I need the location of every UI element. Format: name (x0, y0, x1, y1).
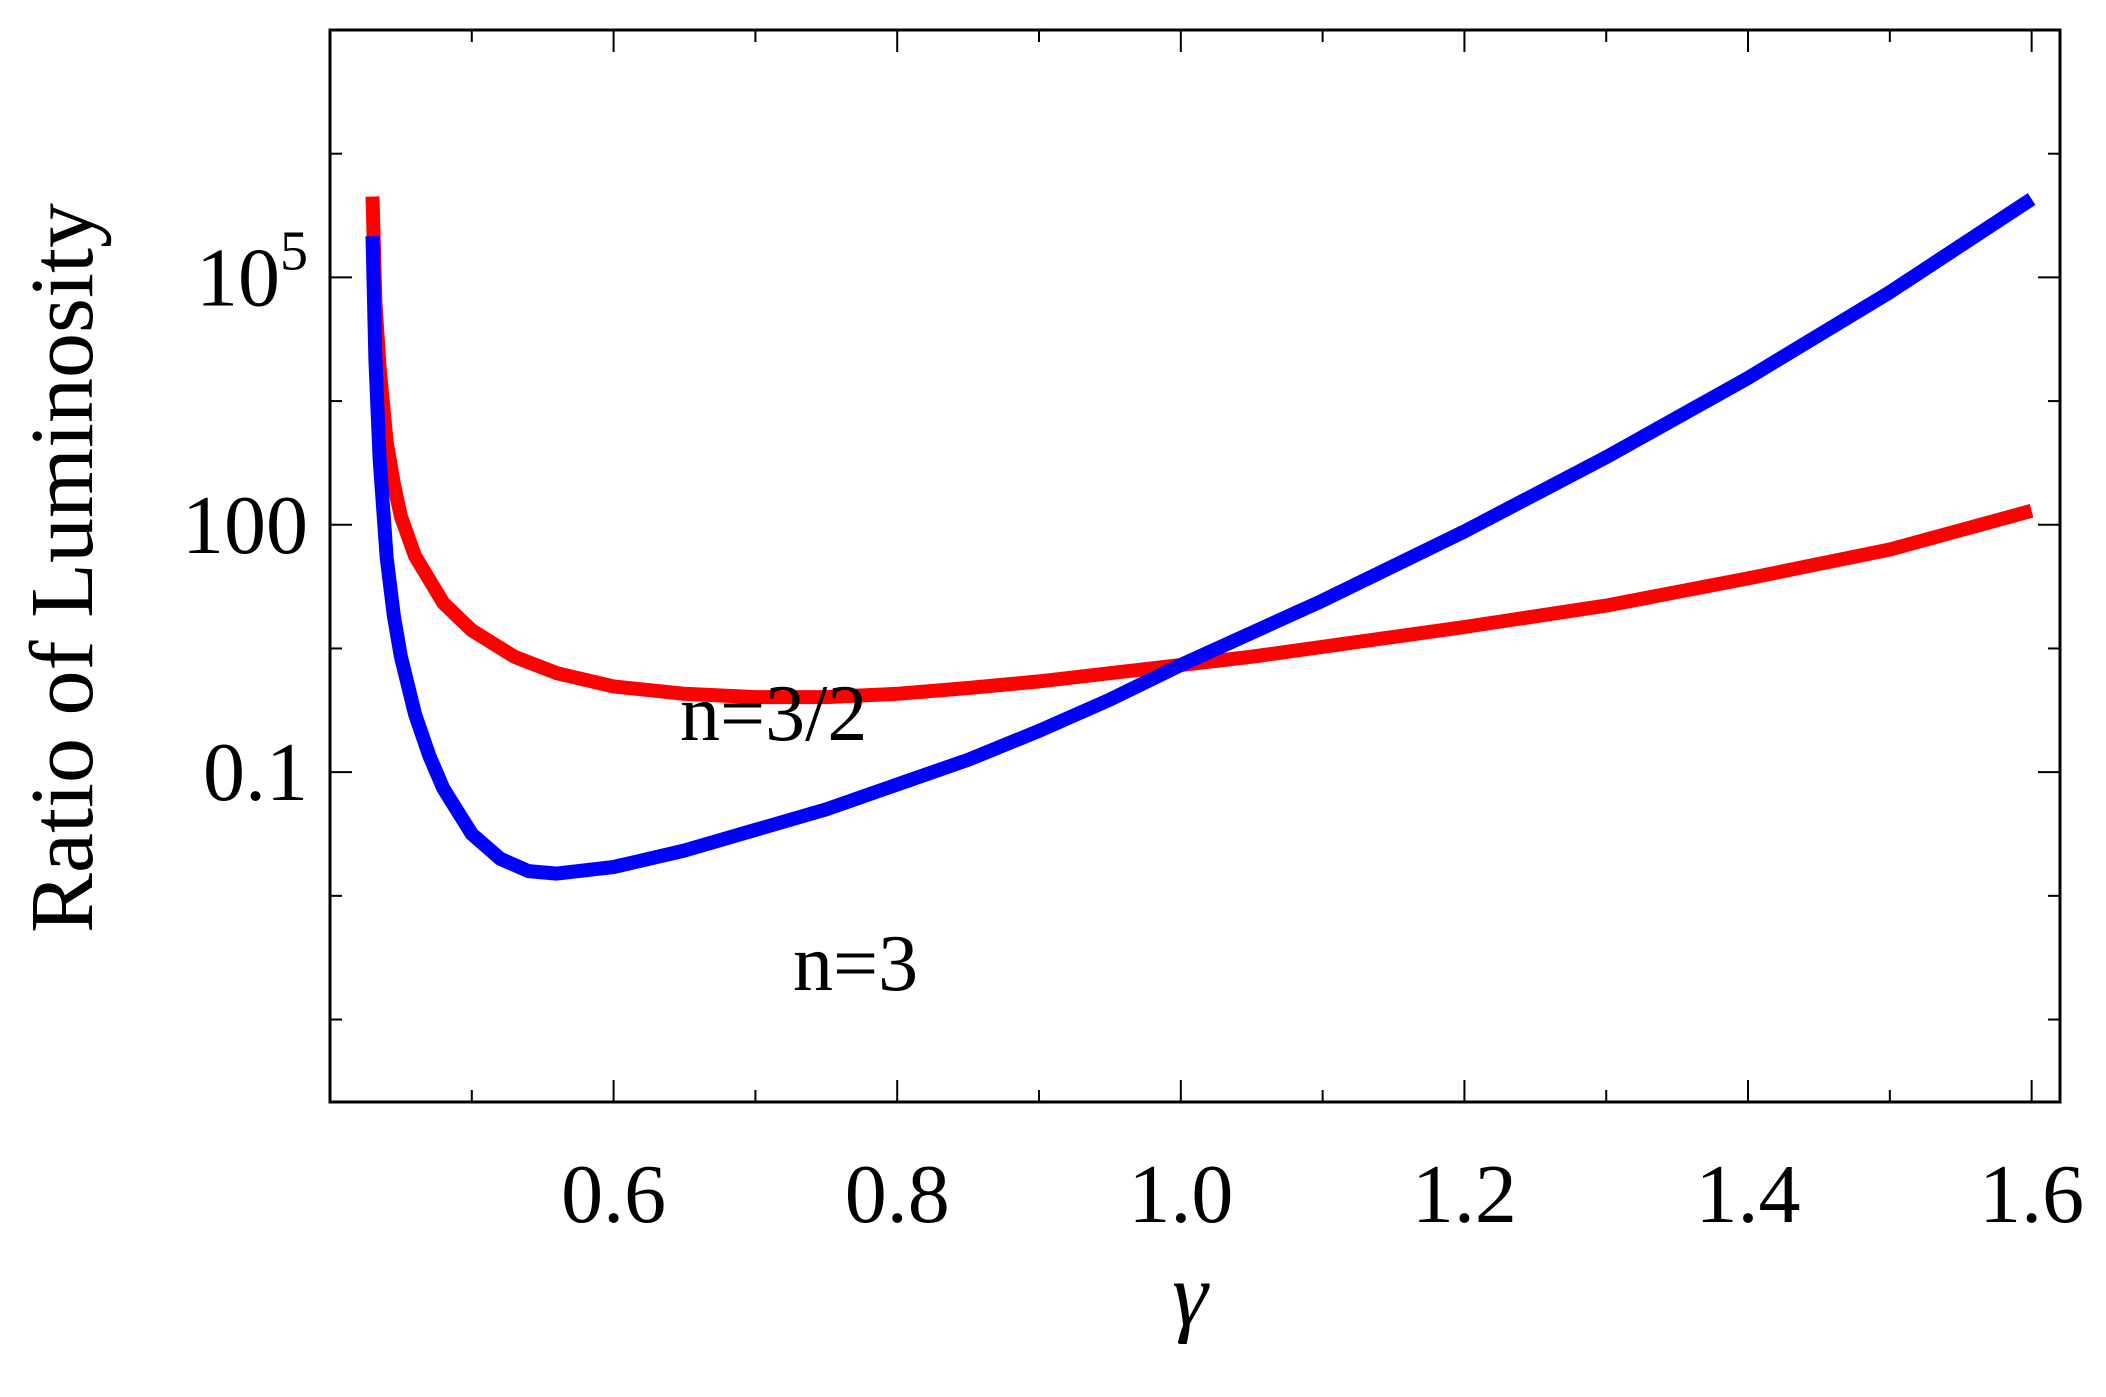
y-axis-title: Ratio of Luminosity (13, 203, 112, 933)
series-label-n-3: n=3 (793, 920, 918, 1008)
series-line-n-3-2 (365, 196, 2034, 705)
x-tick-label: 1.2 (1412, 1148, 1517, 1241)
y-tick-label: 0.1 (203, 726, 308, 819)
series-label-n-3-2: n=3/2 (680, 670, 867, 758)
series-line-n-3 (365, 193, 2036, 881)
y-tick-label: 100 (182, 479, 308, 572)
x-axis-title: γ (1172, 1246, 1210, 1345)
axis-ticks (330, 30, 2060, 1102)
x-tick-label: 0.6 (561, 1148, 666, 1241)
series-group (365, 193, 2036, 881)
tick-labels: 0.6 0.8 1.0 1.2 1.4 1.6 0.1 100 105 (182, 220, 2084, 1241)
plot-frame (328, 28, 2062, 1104)
x-tick-label: 1.0 (1128, 1148, 1233, 1241)
x-tick-label: 0.8 (845, 1148, 950, 1241)
y-tick-label: 105 (196, 220, 308, 324)
x-tick-label: 1.6 (1979, 1148, 2084, 1241)
x-tick-label: 1.4 (1696, 1148, 1801, 1241)
